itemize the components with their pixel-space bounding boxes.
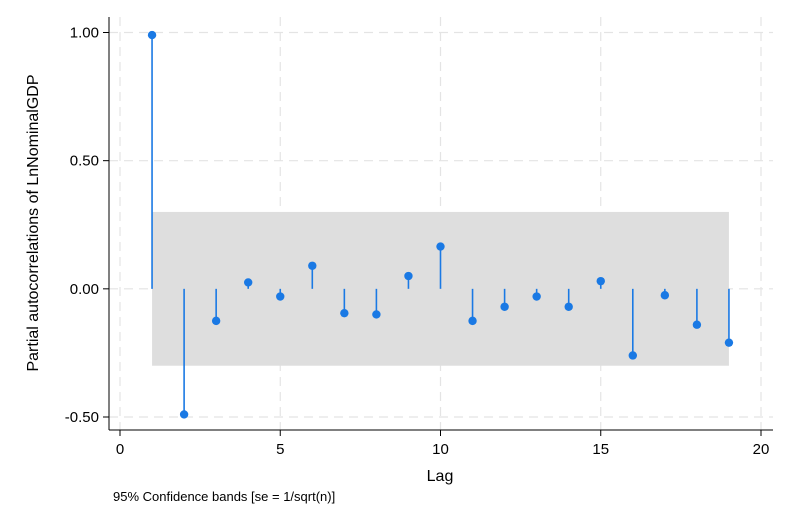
- y-axis-label: Partial autocorrelations of LnNominalGDP: [25, 74, 42, 371]
- ticks: 0 5 10 15 20 -0.50 0.00 0.50 1.00: [65, 25, 770, 459]
- data-point: [372, 310, 381, 319]
- data-point: [179, 410, 189, 419]
- x-tick-label: 10: [432, 441, 449, 458]
- data-point: [211, 316, 221, 326]
- data-point: [724, 338, 734, 347]
- x-tick-label: 20: [753, 441, 770, 458]
- x-axis-label: Lag: [427, 468, 454, 485]
- data-point: [500, 302, 509, 311]
- data-point: [404, 271, 413, 281]
- x-tick-label: 5: [276, 441, 284, 458]
- data-point: [596, 276, 605, 286]
- data-point: [564, 302, 573, 311]
- confidence-band-note: 95% Confidence bands [se = 1/sqrt(n)]: [113, 489, 336, 504]
- data-point: [692, 320, 702, 329]
- points: [147, 30, 734, 419]
- data-point: [628, 351, 637, 360]
- data-point: [532, 292, 541, 301]
- data-point: [244, 278, 253, 287]
- data-point: [308, 261, 317, 270]
- data-point: [276, 292, 285, 301]
- y-tick-label: -0.50: [65, 409, 99, 426]
- y-tick-label: 0.50: [70, 153, 99, 170]
- data-point: [340, 308, 349, 318]
- data-point: [468, 316, 477, 326]
- data-point: [660, 291, 670, 300]
- x-tick-label: 15: [592, 441, 609, 458]
- data-point: [436, 242, 445, 251]
- y-tick-label: 1.00: [70, 25, 99, 42]
- x-tick-label: 0: [116, 441, 124, 458]
- data-point: [147, 30, 157, 40]
- y-tick-label: 0.00: [70, 281, 99, 298]
